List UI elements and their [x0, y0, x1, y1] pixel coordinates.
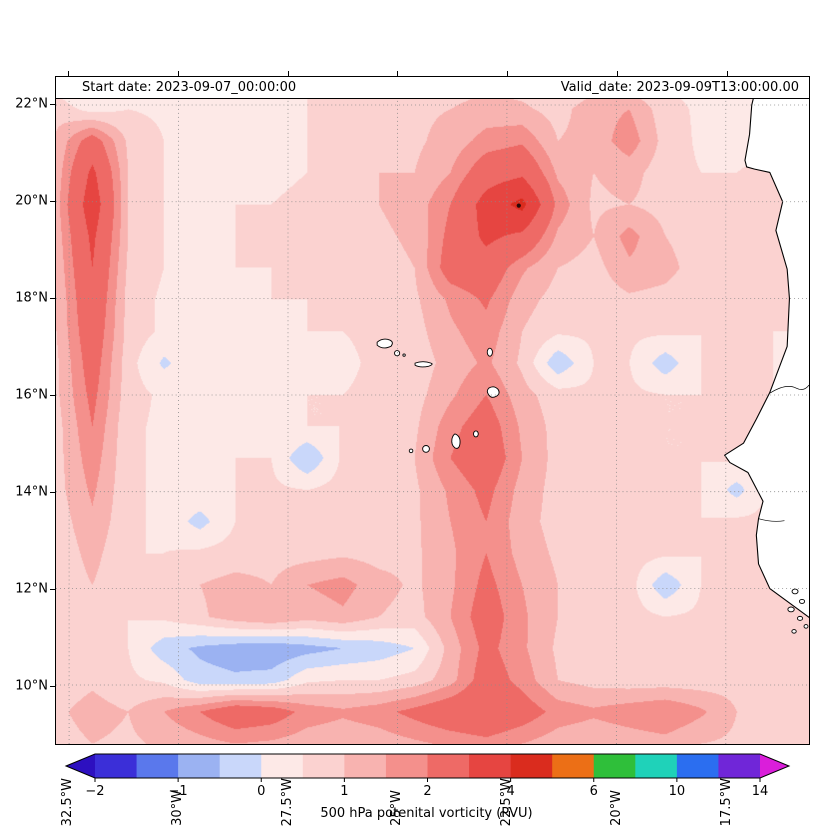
colorbar-segment	[552, 754, 595, 778]
island-sal	[486, 347, 493, 357]
x-tick-mark	[507, 71, 509, 76]
colorbar-segment	[302, 754, 345, 778]
pv-field-canvas	[56, 77, 809, 744]
valid-date-label: Valid_date: 2023-09-09T13:00:00.00	[560, 80, 799, 95]
colorbar-tick-label: 14	[751, 784, 769, 799]
island-boa-vista	[486, 386, 500, 398]
island-santiago	[451, 433, 461, 449]
annotation-bar: Start date: 2023-09-07_00:00:00 Valid_da…	[56, 77, 809, 99]
cape-verde-islands	[376, 338, 500, 454]
colorbar-under-arrow	[66, 754, 95, 778]
y-tick-label: 14°N	[15, 484, 48, 500]
y-tick-label: 18°N	[15, 290, 48, 306]
rivers	[758, 384, 809, 522]
colorbar-segment	[219, 754, 262, 778]
colorbar-segment	[385, 754, 428, 778]
y-tick-mark	[50, 491, 55, 493]
y-tick-mark	[50, 685, 55, 687]
y-tick-mark	[50, 298, 55, 300]
colorbar-tick-label: 4	[506, 784, 515, 799]
x-tick-mark	[616, 71, 618, 76]
y-tick-label: 10°N	[15, 678, 48, 694]
island-santo-antao	[376, 338, 393, 349]
colorbar-tick-label: 0	[257, 784, 266, 799]
y-tick-label: 12°N	[15, 581, 48, 597]
colorbar-segment	[676, 754, 719, 778]
y-tick-mark	[50, 588, 55, 590]
colorbar-segment	[261, 754, 304, 778]
map-overlay	[56, 77, 809, 744]
y-tick-mark	[50, 104, 55, 106]
colorbar-tick-label: 10	[668, 784, 686, 799]
x-tick-mark	[726, 71, 728, 76]
y-tick-label: 16°N	[15, 387, 48, 403]
x-tick-mark	[177, 71, 179, 76]
colorbar-segment	[136, 754, 179, 778]
y-tick-label: 22°N	[15, 96, 48, 112]
gambia-river	[758, 518, 785, 522]
colorbar-segment	[427, 754, 470, 778]
start-date-label: Start date: 2023-09-07_00:00:00	[82, 80, 297, 95]
colorbar-over-arrow	[760, 754, 789, 778]
colorbar-segment	[635, 754, 678, 778]
x-tick-mark	[68, 71, 70, 76]
island-brava	[408, 448, 414, 454]
colorbar-segment	[510, 754, 553, 778]
colorbar-segment	[344, 754, 387, 778]
y-tick-label: 20°N	[15, 193, 48, 209]
colorbar-tick-label: 1	[340, 784, 349, 799]
colorbar-tick-label: 6	[589, 784, 598, 799]
colorbar-segment	[469, 754, 512, 778]
colorbar-tick-label: 2	[423, 784, 432, 799]
colorbar-tick-label: −1	[168, 784, 188, 799]
colorbar-segment	[178, 754, 221, 778]
bijagos-islands	[787, 588, 809, 634]
colorbar-segment	[718, 754, 761, 778]
colorbar-tick-label: −2	[85, 784, 105, 799]
map-plot: Start date: 2023-09-07_00:00:00 Valid_da…	[55, 76, 810, 745]
island-maio	[473, 430, 479, 438]
colorbar	[64, 753, 791, 782]
gridlines	[56, 77, 809, 744]
coastline-africa	[724, 77, 809, 618]
y-tick-mark	[50, 201, 55, 203]
y-tick-mark	[50, 394, 55, 396]
island-santa-luzia	[402, 353, 406, 357]
island-fogo	[422, 445, 430, 453]
colorbar-segment	[95, 754, 138, 778]
colorbar-label: 500 hPa potenital vorticity (PVU)	[320, 806, 533, 821]
senegal-river	[769, 384, 809, 394]
x-tick-mark	[397, 71, 399, 76]
africa-land	[724, 77, 809, 618]
island-sao-nicolau	[414, 361, 433, 368]
pv-core-marker	[516, 203, 521, 208]
x-tick-mark	[287, 71, 289, 76]
colorbar-segment	[593, 754, 636, 778]
